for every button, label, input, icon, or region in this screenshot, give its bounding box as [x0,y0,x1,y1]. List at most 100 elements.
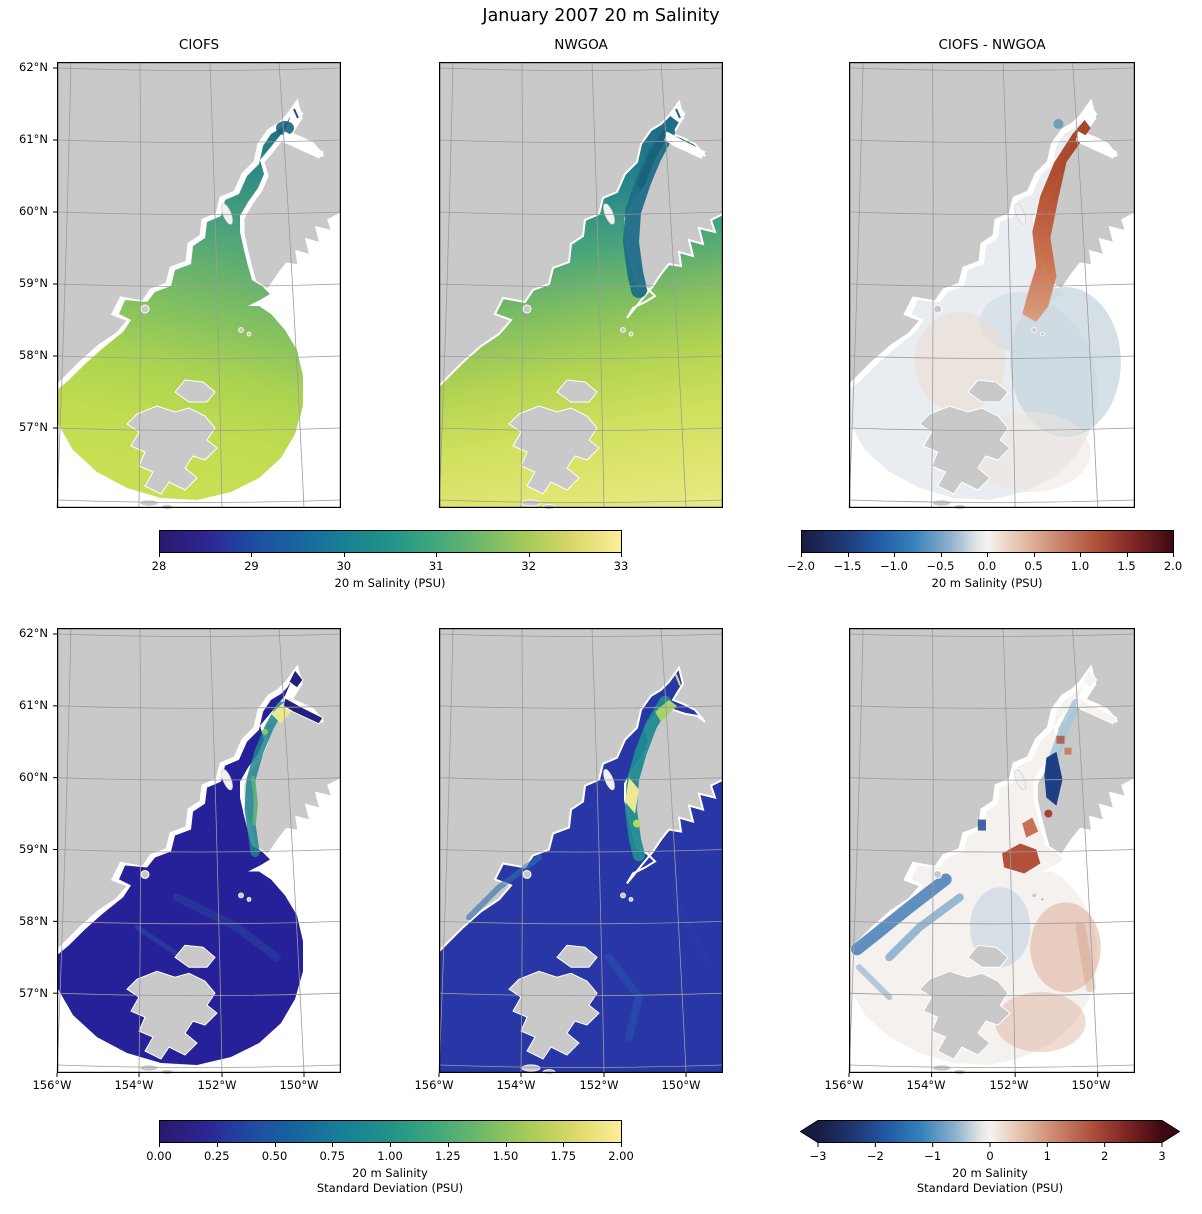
map-nwgoa-mean [438,61,724,510]
colorbar-tick-label: −1.5 [833,559,862,573]
panel-title-diff: CIOFS - NWGOA [938,37,1046,53]
colorbar-tick-label: 32 [521,559,536,573]
colorbar-tick-label: 1.0 [1070,559,1090,573]
lon-tick-label: 150°W [661,1078,701,1092]
map-ciofs-std [53,627,343,1077]
map-nwgoa-std-svg [438,627,724,1077]
map-ciofs-mean-svg [53,61,343,510]
colorbar-tick-label: 0.00 [146,1149,172,1163]
colorbar-tick-label: 33 [613,559,629,573]
lon-tick-label: 156°W [414,1078,454,1092]
colorbar-label: 20 m Salinity [952,1166,1028,1180]
colorbar-tick [940,553,942,557]
colorbar-tick [390,1143,391,1147]
colorbar-tick [332,1143,334,1147]
colorbar-tick-label: 30 [336,559,352,573]
colorbar-tick [505,1143,507,1147]
colorbar-tick [987,553,988,557]
colorbar-tick-label: −3 [809,1149,827,1163]
lat-tick-label: 57°N [19,986,48,1000]
colorbar-label: 20 m Salinity (PSU) [334,576,446,590]
colorbar-tick [1033,553,1035,557]
colorbar-tick-label: 1.25 [434,1149,461,1163]
colorbar-tick [251,553,253,557]
colorbar-tick-label: −2.0 [787,559,815,573]
colorbar-tick-label: 0.25 [203,1149,230,1163]
colorbar-tick-label: −1 [924,1149,942,1163]
colorbar-tick [563,1143,565,1147]
map-nwgoa-std [438,627,724,1077]
colorbar-tick [621,1143,622,1147]
lon-tick-label: 150°W [1071,1078,1111,1092]
lon-tick-label: 152°W [989,1078,1029,1092]
lon-tick-label: 154°W [906,1078,946,1092]
figure-title: January 2007 20 m Salinity [482,6,720,26]
colorbar-label: Standard Deviation (PSU) [916,1181,1064,1195]
colorbar-tick-label: 0.50 [261,1149,288,1163]
colorbar-mean [159,530,622,553]
lat-tick-label: 59°N [19,842,48,856]
colorbar-mean-diff [801,530,1174,553]
colorbar-tick [216,1143,218,1147]
colorbar-tick [436,553,438,557]
lon-tick-label: 156°W [824,1078,864,1092]
lat-tick-label: 62°N [19,626,48,640]
lon-tick-label: 154°W [114,1078,154,1092]
colorbar-tick [1080,553,1081,557]
lon-tick-label: 154°W [496,1078,536,1092]
colorbar-tick-label: 31 [428,559,444,573]
colorbar-tick [343,553,345,557]
panel-title-nwgoa: NWGOA [554,37,608,53]
map-ciofs-std-svg [53,627,343,1077]
colorbar-tick [894,553,895,557]
map-diff-std-svg [847,627,1137,1077]
colorbar-tick-label: −1.0 [880,559,908,573]
colorbar-tick [447,1143,449,1147]
colorbar-tick [801,553,802,557]
colorbar-tick-label: 0.0 [977,559,997,573]
lat-tick-label: 59°N [19,276,48,290]
lat-tick-label: 60°N [19,770,48,784]
colorbar-tick-label: 1.5 [1117,559,1136,573]
colorbar-label: 20 m Salinity [352,1166,428,1180]
colorbar-tick [528,553,530,557]
colorbar-tick [274,1143,276,1147]
colorbar-tick [159,1143,160,1147]
colorbar-tick [1126,553,1128,557]
colorbar-tick-label: −2 [866,1149,884,1163]
colorbar-tick-label: 2 [1100,1149,1109,1163]
colorbar-tick-label: 2.0 [1163,559,1183,573]
colorbar-tick [1173,553,1174,557]
colorbar-tick [847,553,849,557]
colorbar-label: 20 m Salinity (PSU) [931,576,1043,590]
colorbar-std [159,1120,622,1143]
lat-tick-label: 61°N [19,132,48,146]
lon-tick-label: 152°W [579,1078,619,1092]
panel-title-ciofs: CIOFS [178,37,220,53]
lat-tick-label: 60°N [19,204,48,218]
colorbar-tick [159,553,160,557]
colorbar-tick-label: 1.50 [492,1149,519,1163]
colorbar-tick-label: 1.00 [377,1149,403,1163]
colorbar-tick-label: 1.75 [550,1149,577,1163]
lat-tick-label: 57°N [19,420,48,434]
colorbar-tick-label: 0 [986,1149,994,1163]
map-diff-mean [847,61,1137,510]
colorbar-tick-label: 0.75 [319,1149,346,1163]
colorbar-tick-label: 2.00 [608,1149,634,1163]
map-diff-mean-svg [847,61,1137,510]
colorbar-tick-label: 29 [244,559,259,573]
colorbar-tick-label: 28 [151,559,167,573]
map-diff-std [847,627,1137,1077]
map-nwgoa-mean-svg [438,61,724,510]
colorbar-tick [621,553,622,557]
lat-tick-label: 58°N [19,914,48,928]
lon-tick-label: 152°W [197,1078,237,1092]
lon-tick-label: 150°W [279,1078,319,1092]
colorbar-std-diff [799,1120,1181,1153]
colorbar-tick-label: 3 [1158,1149,1166,1163]
map-ciofs-mean [53,61,343,510]
lat-tick-label: 58°N [19,348,48,362]
colorbar-tick-label: 0.5 [1024,559,1043,573]
colorbar-tick-label: −0.5 [926,559,955,573]
